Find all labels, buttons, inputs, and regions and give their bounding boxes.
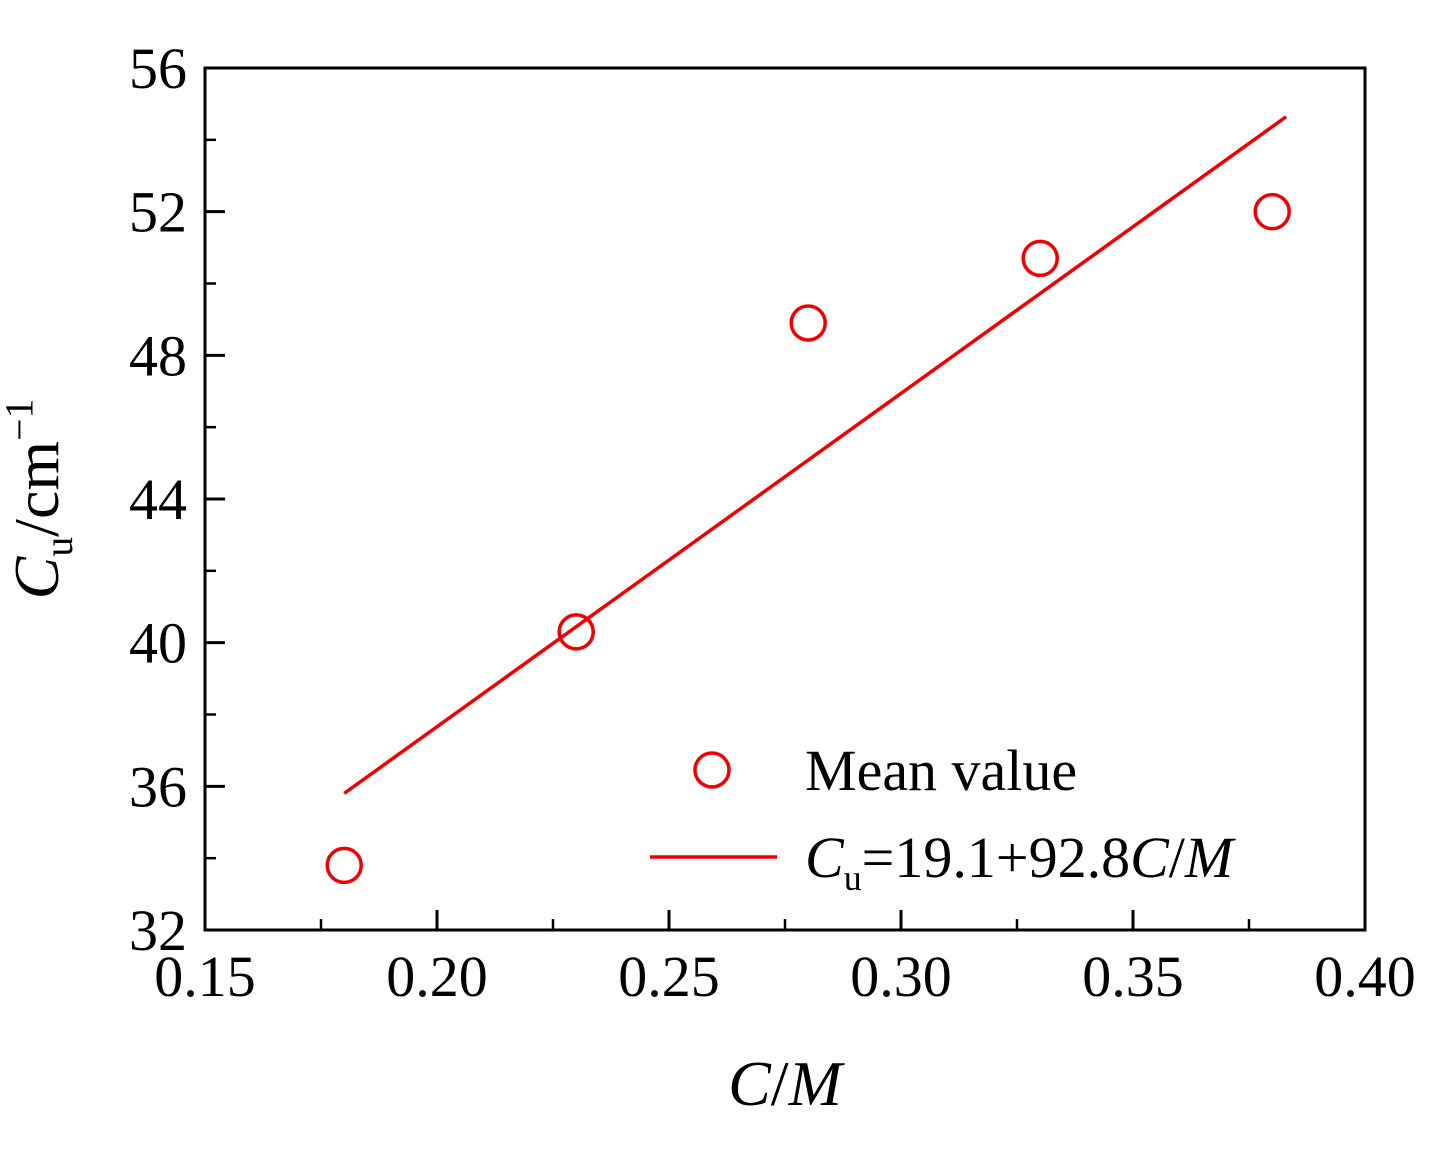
x-tick-label: 0.15 [154,944,256,1009]
x-tick-label: 0.35 [1082,944,1184,1009]
y-tick-label: 48 [129,323,187,388]
legend-label: Mean value [805,738,1077,803]
data-point [1253,192,1291,231]
legend-marker-circle [693,751,731,789]
x-tick-label: 0.20 [386,944,488,1009]
data-point [1021,239,1059,278]
y-tick-label: 36 [129,754,187,819]
legend-label: Cu=19.1+92.8C/M [805,825,1236,898]
data-point [789,304,827,342]
y-axis-label: Cu/cm−1 [0,399,81,600]
y-tick-label: 32 [129,898,187,963]
fit-line [343,115,1288,795]
y-tick-label: 40 [129,611,187,676]
legend: Mean value Cu=19.1+92.8C/M [650,738,1236,898]
y-tick-label: 44 [129,467,187,532]
y-tick-label: 56 [129,36,187,101]
x-axis-label: C/M [728,1048,845,1119]
y-tick-label: 52 [129,180,187,245]
data-point [557,613,595,651]
x-tick-label: 0.30 [850,944,952,1009]
x-tick-label: 0.40 [1314,944,1416,1009]
x-tick-label: 0.25 [618,944,720,1009]
data-point [325,846,363,885]
